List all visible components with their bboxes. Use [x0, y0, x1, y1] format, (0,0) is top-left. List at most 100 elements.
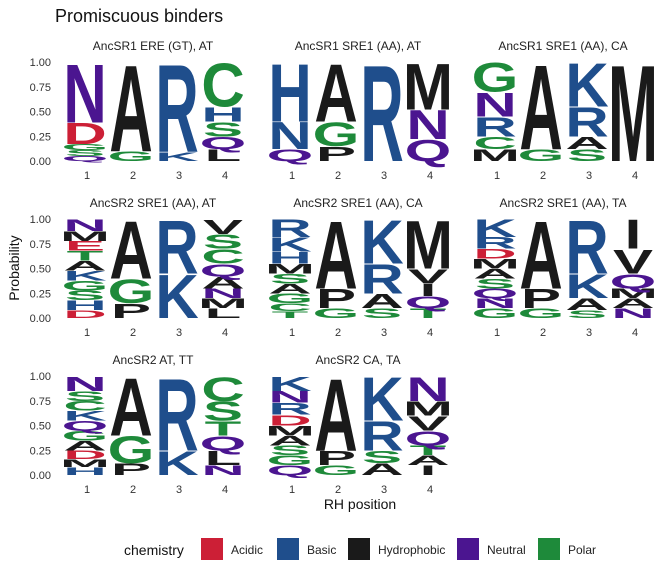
- logo-letter: G: [108, 149, 155, 164]
- logo-letter: A: [519, 201, 562, 309]
- y-tick-label: 0.00: [30, 313, 51, 325]
- x-tick-label: 1: [494, 170, 500, 182]
- logo-letter: Q: [405, 293, 452, 311]
- logo-letter: G: [518, 306, 565, 321]
- x-tick-label: 2: [540, 170, 546, 182]
- logo-letter: A: [63, 258, 106, 273]
- logo-letter: N: [201, 286, 244, 301]
- logo-letter: K: [155, 150, 198, 164]
- logo-letter: Q: [200, 261, 247, 281]
- logo-letter: D: [473, 247, 516, 262]
- y-tick-label: 0.50: [30, 264, 51, 276]
- logo-letter: S: [65, 288, 105, 303]
- logo-letter: G: [62, 278, 109, 293]
- logo-letter: A: [63, 438, 106, 453]
- logo-letter: C: [473, 133, 516, 153]
- x-tick-label: 1: [84, 484, 90, 496]
- logo-letter: G: [267, 291, 314, 306]
- logo-letter: A: [565, 295, 608, 313]
- x-tick-label: 1: [289, 484, 295, 496]
- legend: chemistry Acidic Basic Hydrophobic Neutral P…: [124, 538, 596, 560]
- logo-letter: S: [203, 117, 243, 140]
- logo-letter: R: [473, 234, 516, 252]
- logo-letter: T: [410, 306, 447, 321]
- y-tick-label: 0.25: [30, 288, 51, 300]
- logo-letter: R: [268, 214, 311, 242]
- legend-title: chemistry: [124, 542, 184, 558]
- logo-letter: S: [203, 396, 243, 427]
- logo-letter: R: [268, 400, 311, 418]
- logo-letter: A: [360, 289, 403, 312]
- legend-label: Neutral: [487, 543, 526, 557]
- logo-letter: D: [63, 117, 106, 151]
- y-tick-label: 0.25: [30, 445, 51, 457]
- x-tick-label: 4: [222, 327, 228, 339]
- x-tick-label: 4: [222, 484, 228, 496]
- x-tick-label: 2: [130, 484, 136, 496]
- logo-letter: I: [420, 280, 437, 300]
- x-tick-label: 2: [335, 170, 341, 182]
- logo-letter: G: [472, 306, 519, 321]
- logo-letter: R: [473, 112, 516, 143]
- facet-title: AncSR1 SRE1 (AA), CA: [498, 39, 627, 53]
- x-tick-label: 4: [427, 484, 433, 496]
- logo-letter: G: [108, 428, 155, 472]
- logo-letter: G: [313, 463, 360, 478]
- logo-letter: N: [268, 388, 311, 406]
- y-tick-label: 0.00: [30, 156, 51, 168]
- y-tick-label: 0.00: [30, 470, 51, 482]
- facet-panel: AncSR2 SRE1 (AA), TA1GNQSAMDRK2GPA3SAKR4…: [470, 196, 658, 339]
- logo-letter: K: [565, 51, 608, 120]
- y-tick-label: 0.50: [30, 421, 51, 433]
- logo-letter: S: [270, 271, 310, 286]
- logo-letter: L: [205, 446, 242, 469]
- legend-swatch: [277, 538, 299, 560]
- x-tick-label: 4: [632, 170, 638, 182]
- logo-letter: A: [109, 39, 152, 178]
- logo-letter: K: [63, 268, 107, 283]
- logo-letter: T: [272, 309, 309, 320]
- logo-letter: N: [63, 372, 106, 395]
- logo-letter: V: [408, 412, 448, 435]
- logo-letter: K: [360, 365, 403, 434]
- facet-panel: AncSR2 SRE1 (AA), AT 0.00 0.25 0.50 0.75 1.00…: [30, 196, 248, 339]
- logo-letter: K: [268, 233, 311, 256]
- logo-letter: Q: [405, 134, 452, 168]
- logo-letter: A: [314, 48, 357, 139]
- logo-letter: M: [470, 256, 520, 271]
- logo-letter: P: [316, 446, 356, 469]
- logo-letter: D: [268, 412, 311, 429]
- x-tick-label: 3: [176, 170, 182, 182]
- logo-letter: K: [155, 445, 198, 483]
- logo-letter: I: [420, 463, 437, 478]
- logo-letter: S: [567, 308, 607, 320]
- facet-title: AncSR1 ERE (GT), AT: [93, 39, 214, 53]
- legend-label: Polar: [568, 543, 596, 557]
- logo-letter: Q: [267, 146, 314, 164]
- logo-letter: M: [403, 207, 453, 284]
- logo-letter: A: [268, 433, 311, 448]
- y-axis-title: Probability: [6, 235, 22, 300]
- x-tick-label: 1: [289, 327, 295, 339]
- logo-letter: H: [268, 249, 311, 267]
- logo-letter: T: [205, 417, 242, 440]
- logo-letter: M: [470, 146, 520, 164]
- y-tick-label: 0.75: [30, 396, 51, 408]
- facet-title: AncSR2 SRE1 (AA), TA: [500, 196, 627, 210]
- y-tick-label: 1.00: [30, 57, 51, 69]
- x-tick-label: 4: [427, 170, 433, 182]
- x-tick-label: 3: [381, 170, 387, 182]
- logo-letter: C: [201, 371, 244, 409]
- logo-letter: Q: [405, 426, 452, 449]
- logo-letter: M: [60, 229, 110, 244]
- logo-letter: S: [65, 389, 105, 404]
- logo-letter: E: [65, 239, 105, 254]
- x-tick-label: 2: [130, 170, 136, 182]
- logo-letter: M: [403, 51, 453, 124]
- logo-letter: N: [268, 114, 311, 158]
- logo-letter: K: [565, 268, 608, 306]
- logo-letter: D: [63, 448, 106, 462]
- logo-letter: A: [268, 281, 311, 296]
